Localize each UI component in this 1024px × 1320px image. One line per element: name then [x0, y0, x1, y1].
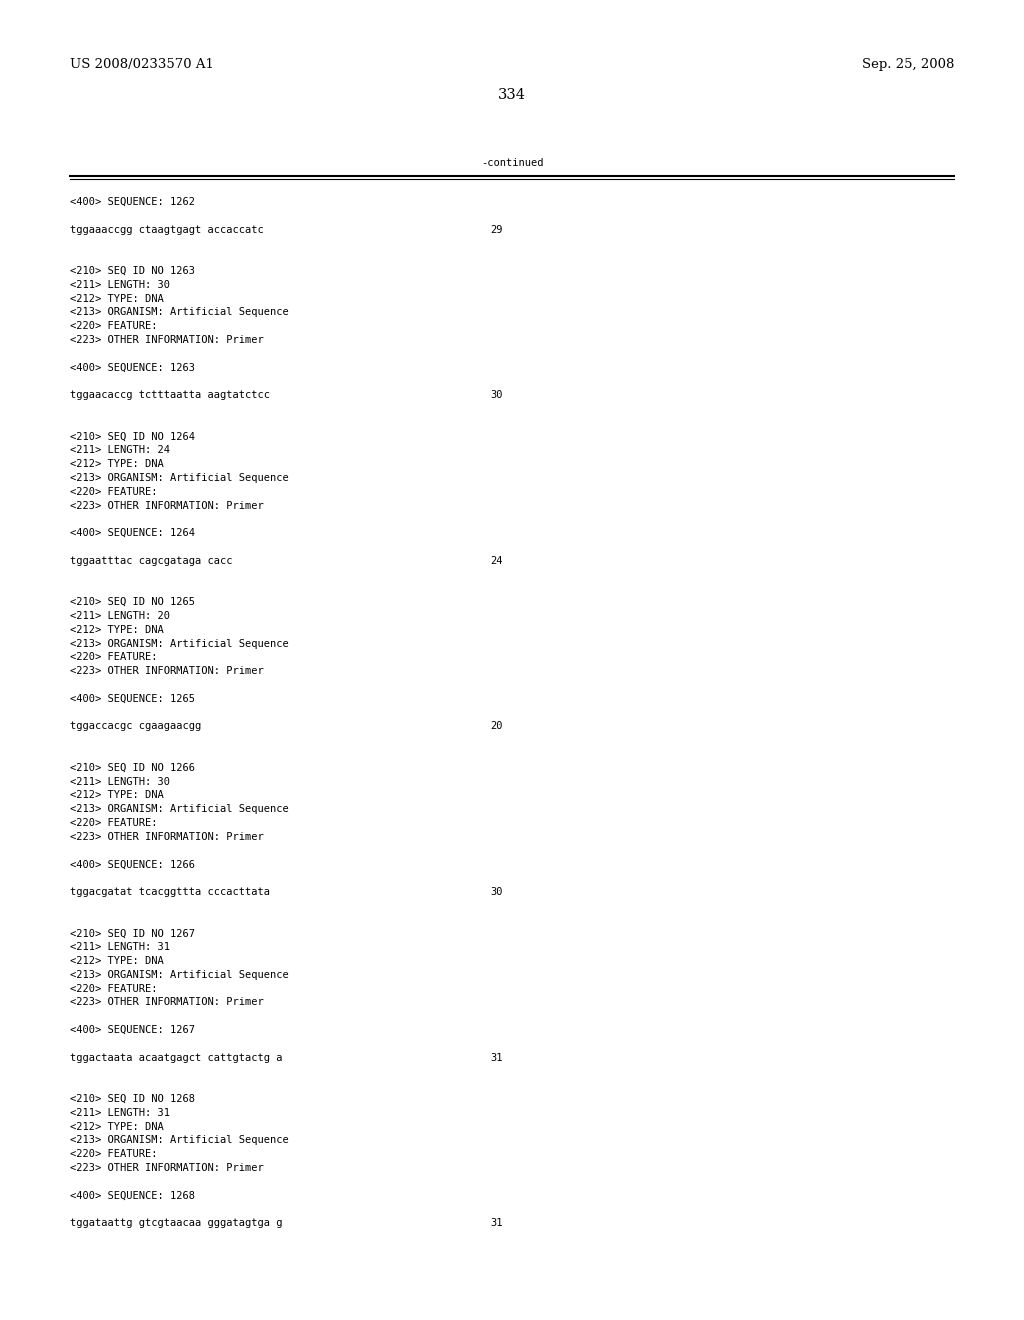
- Text: <213> ORGANISM: Artificial Sequence: <213> ORGANISM: Artificial Sequence: [70, 804, 289, 814]
- Text: tggacgatat tcacggttta cccacttata: tggacgatat tcacggttta cccacttata: [70, 887, 270, 898]
- Text: -continued: -continued: [480, 158, 544, 168]
- Text: 31: 31: [490, 1052, 503, 1063]
- Text: 24: 24: [490, 556, 503, 566]
- Text: <223> OTHER INFORMATION: Primer: <223> OTHER INFORMATION: Primer: [70, 335, 264, 345]
- Text: tggataattg gtcgtaacaa gggatagtga g: tggataattg gtcgtaacaa gggatagtga g: [70, 1218, 283, 1228]
- Text: tggaaaccgg ctaagtgagt accaccatc: tggaaaccgg ctaagtgagt accaccatc: [70, 224, 264, 235]
- Text: <213> ORGANISM: Artificial Sequence: <213> ORGANISM: Artificial Sequence: [70, 970, 289, 979]
- Text: <220> FEATURE:: <220> FEATURE:: [70, 1150, 158, 1159]
- Text: US 2008/0233570 A1: US 2008/0233570 A1: [70, 58, 214, 71]
- Text: 31: 31: [490, 1218, 503, 1228]
- Text: <212> TYPE: DNA: <212> TYPE: DNA: [70, 293, 164, 304]
- Text: <210> SEQ ID NO 1266: <210> SEQ ID NO 1266: [70, 763, 195, 772]
- Text: <400> SEQUENCE: 1263: <400> SEQUENCE: 1263: [70, 363, 195, 372]
- Text: <211> LENGTH: 20: <211> LENGTH: 20: [70, 611, 170, 620]
- Text: <211> LENGTH: 24: <211> LENGTH: 24: [70, 445, 170, 455]
- Text: <210> SEQ ID NO 1263: <210> SEQ ID NO 1263: [70, 267, 195, 276]
- Text: <223> OTHER INFORMATION: Primer: <223> OTHER INFORMATION: Primer: [70, 1163, 264, 1173]
- Text: <212> TYPE: DNA: <212> TYPE: DNA: [70, 791, 164, 800]
- Text: <210> SEQ ID NO 1264: <210> SEQ ID NO 1264: [70, 432, 195, 442]
- Text: <213> ORGANISM: Artificial Sequence: <213> ORGANISM: Artificial Sequence: [70, 639, 289, 648]
- Text: <212> TYPE: DNA: <212> TYPE: DNA: [70, 1122, 164, 1131]
- Text: tggaacaccg tctttaatta aagtatctcc: tggaacaccg tctttaatta aagtatctcc: [70, 391, 270, 400]
- Text: <213> ORGANISM: Artificial Sequence: <213> ORGANISM: Artificial Sequence: [70, 1135, 289, 1146]
- Text: <400> SEQUENCE: 1265: <400> SEQUENCE: 1265: [70, 694, 195, 704]
- Text: tggaatttac cagcgataga cacc: tggaatttac cagcgataga cacc: [70, 556, 232, 566]
- Text: 334: 334: [498, 88, 526, 102]
- Text: <400> SEQUENCE: 1266: <400> SEQUENCE: 1266: [70, 859, 195, 870]
- Text: <211> LENGTH: 30: <211> LENGTH: 30: [70, 280, 170, 290]
- Text: <220> FEATURE:: <220> FEATURE:: [70, 652, 158, 663]
- Text: <212> TYPE: DNA: <212> TYPE: DNA: [70, 956, 164, 966]
- Text: <220> FEATURE:: <220> FEATURE:: [70, 321, 158, 331]
- Text: <211> LENGTH: 30: <211> LENGTH: 30: [70, 776, 170, 787]
- Text: <210> SEQ ID NO 1268: <210> SEQ ID NO 1268: [70, 1094, 195, 1104]
- Text: <400> SEQUENCE: 1267: <400> SEQUENCE: 1267: [70, 1026, 195, 1035]
- Text: Sep. 25, 2008: Sep. 25, 2008: [861, 58, 954, 71]
- Text: <211> LENGTH: 31: <211> LENGTH: 31: [70, 1107, 170, 1118]
- Text: <213> ORGANISM: Artificial Sequence: <213> ORGANISM: Artificial Sequence: [70, 473, 289, 483]
- Text: <223> OTHER INFORMATION: Primer: <223> OTHER INFORMATION: Primer: [70, 667, 264, 676]
- Text: <223> OTHER INFORMATION: Primer: <223> OTHER INFORMATION: Primer: [70, 998, 264, 1007]
- Text: <220> FEATURE:: <220> FEATURE:: [70, 487, 158, 496]
- Text: tggactaata acaatgagct cattgtactg a: tggactaata acaatgagct cattgtactg a: [70, 1052, 283, 1063]
- Text: <212> TYPE: DNA: <212> TYPE: DNA: [70, 459, 164, 469]
- Text: <212> TYPE: DNA: <212> TYPE: DNA: [70, 624, 164, 635]
- Text: <400> SEQUENCE: 1264: <400> SEQUENCE: 1264: [70, 528, 195, 539]
- Text: <210> SEQ ID NO 1267: <210> SEQ ID NO 1267: [70, 928, 195, 939]
- Text: <400> SEQUENCE: 1268: <400> SEQUENCE: 1268: [70, 1191, 195, 1201]
- Text: <210> SEQ ID NO 1265: <210> SEQ ID NO 1265: [70, 597, 195, 607]
- Text: <223> OTHER INFORMATION: Primer: <223> OTHER INFORMATION: Primer: [70, 832, 264, 842]
- Text: 29: 29: [490, 224, 503, 235]
- Text: 30: 30: [490, 391, 503, 400]
- Text: <211> LENGTH: 31: <211> LENGTH: 31: [70, 942, 170, 952]
- Text: 30: 30: [490, 887, 503, 898]
- Text: <400> SEQUENCE: 1262: <400> SEQUENCE: 1262: [70, 197, 195, 207]
- Text: 20: 20: [490, 722, 503, 731]
- Text: <220> FEATURE:: <220> FEATURE:: [70, 818, 158, 828]
- Text: <213> ORGANISM: Artificial Sequence: <213> ORGANISM: Artificial Sequence: [70, 308, 289, 317]
- Text: <223> OTHER INFORMATION: Primer: <223> OTHER INFORMATION: Primer: [70, 500, 264, 511]
- Text: tggaccacgc cgaagaacgg: tggaccacgc cgaagaacgg: [70, 722, 202, 731]
- Text: <220> FEATURE:: <220> FEATURE:: [70, 983, 158, 994]
